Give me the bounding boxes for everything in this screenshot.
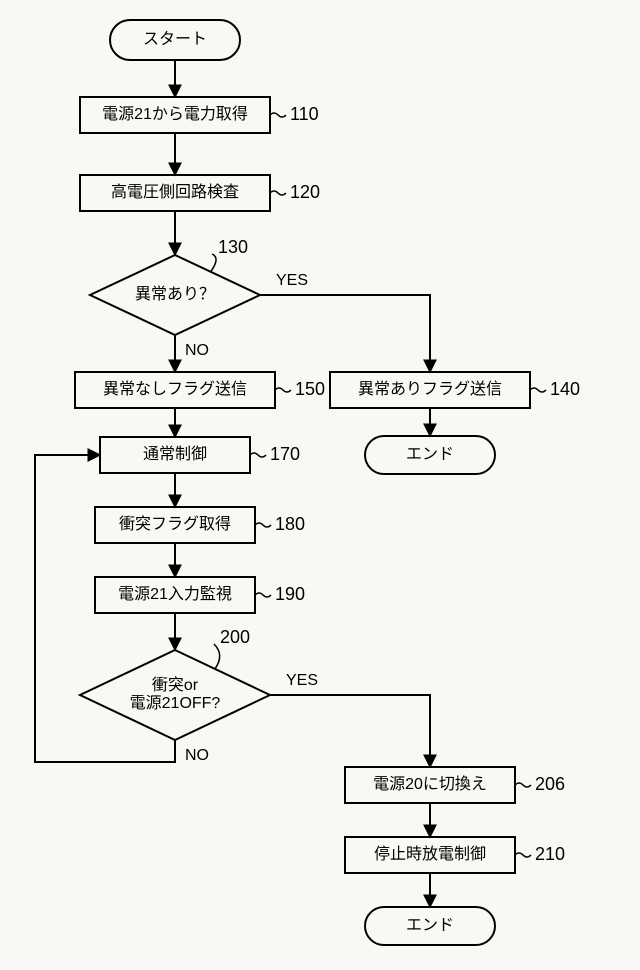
node-start: スタート: [110, 20, 240, 60]
node-label: 電源20に切換え: [373, 775, 487, 793]
node-n110: 電源21から電力取得 110: [80, 97, 319, 133]
node-n210: 停止時放電制御 210: [345, 837, 565, 873]
node-label: エンド: [406, 917, 454, 934]
node-n140: 異常ありフラグ送信 140: [330, 372, 580, 408]
node-n120: 高電圧側回路検査 120: [80, 175, 320, 211]
edge: [260, 295, 430, 372]
node-n206: 電源20に切換え 206: [345, 767, 565, 803]
node-label: 電源21入力監視: [118, 585, 232, 603]
edge-label: NO: [185, 747, 209, 764]
ref-number: 140: [550, 379, 580, 399]
node-label: 異常ありフラグ送信: [358, 380, 502, 398]
node-label: 電源21OFF?: [130, 694, 221, 712]
node-label: スタート: [143, 30, 207, 48]
ref-number: 130: [218, 237, 248, 257]
node-label: 衝突フラグ取得: [119, 515, 231, 533]
ref-number: 200: [220, 627, 250, 647]
edge-label: NO: [185, 342, 209, 359]
edge-label: YES: [286, 672, 318, 689]
node-label: 高電圧側回路検査: [111, 183, 239, 201]
ref-number: 150: [295, 379, 325, 399]
ref-number: 206: [535, 774, 565, 794]
node-n170: 通常制御 170: [100, 437, 300, 473]
node-n190: 電源21入力監視 190: [95, 577, 305, 613]
node-label: 停止時放電制御: [374, 845, 486, 863]
node-n180: 衝突フラグ取得 180: [95, 507, 305, 543]
edge: [270, 695, 430, 767]
ref-number: 120: [290, 182, 320, 202]
flowchart-canvas: スタート電源21から電力取得 110 高電圧側回路検査 120 異常あり？ 130 異常なし…: [0, 0, 640, 970]
ref-number: 110: [290, 104, 319, 124]
ref-number: 180: [275, 514, 305, 534]
node-label: 異常あり？: [135, 285, 215, 303]
node-n150: 異常なしフラグ送信 150: [75, 372, 325, 408]
edge-label: YES: [276, 272, 308, 289]
node-end2: エンド: [365, 907, 495, 945]
node-label: 異常なしフラグ送信: [103, 380, 247, 398]
ref-number: 170: [270, 444, 300, 464]
ref-number: 190: [275, 584, 305, 604]
node-label: 電源21から電力取得: [102, 105, 248, 123]
node-end1: エンド: [365, 436, 495, 474]
node-label: エンド: [406, 446, 454, 463]
ref-number: 210: [535, 844, 565, 864]
node-label: 通常制御: [143, 445, 207, 463]
node-label: 衝突or: [152, 676, 199, 694]
